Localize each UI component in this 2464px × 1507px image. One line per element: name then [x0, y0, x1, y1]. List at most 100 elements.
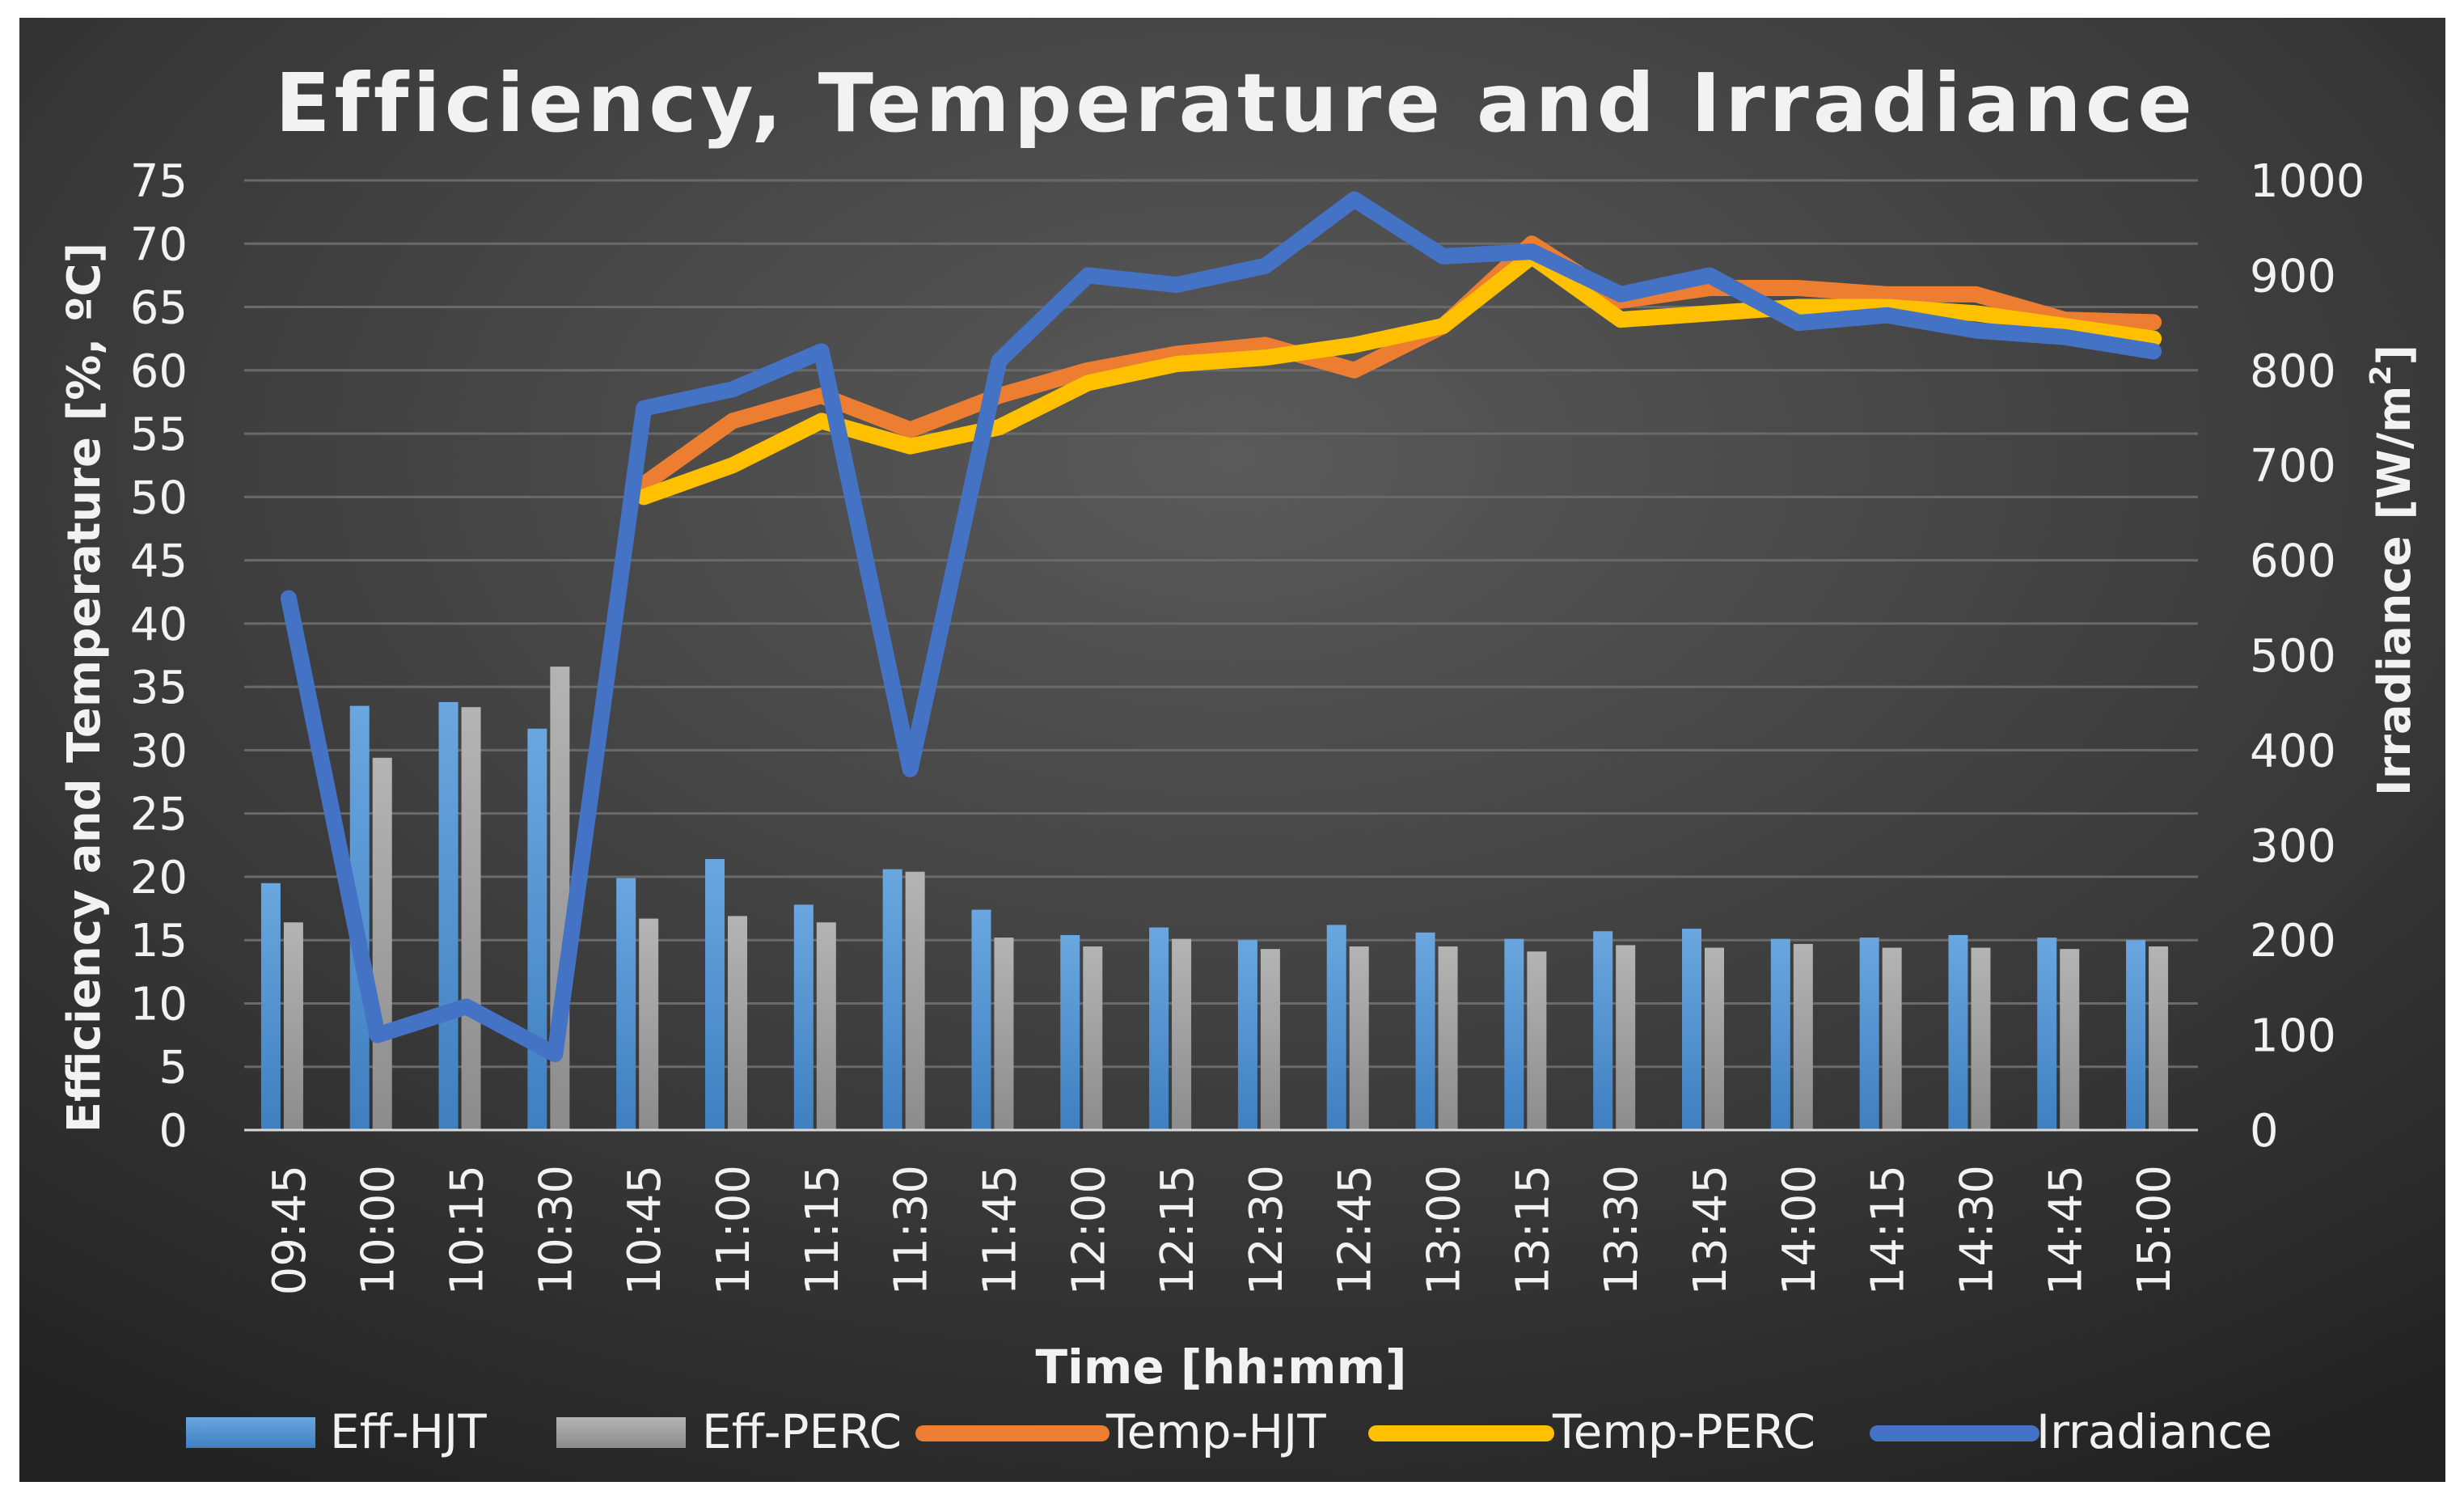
y-tick-label: 20: [130, 852, 188, 904]
x-tick-label: 10:00: [353, 1165, 405, 1295]
bar-group: [260, 667, 2169, 1130]
bar-eff-hjt: [616, 878, 636, 1130]
bar-eff-hjt: [1948, 934, 1968, 1130]
y-tick-label: 15: [130, 915, 188, 967]
bar-eff-hjt: [260, 883, 281, 1130]
x-tick-label: 14:30: [1950, 1165, 2003, 1295]
legend-label-irradiance: Irradiance: [2036, 1404, 2272, 1459]
bar-eff-hjt: [1770, 938, 1790, 1130]
y2-tick-label: 100: [2250, 1010, 2336, 1063]
chart-title: Efficiency, Temperature and Irradiance: [275, 56, 2196, 150]
line-irradiance: [280, 191, 2162, 1063]
x-tick-label: 11:30: [885, 1165, 938, 1295]
x-tick-label: 13:00: [1418, 1165, 1471, 1295]
y-tick-label: 70: [130, 218, 188, 271]
y-axis-right-title-end: ]: [2369, 345, 2421, 366]
y-axis-left-title: Efficiency and Temperature [%, ºC]: [58, 243, 111, 1132]
bar-eff-perc: [372, 757, 392, 1130]
bar-eff-perc: [1527, 951, 1547, 1130]
y-tick-label: 65: [130, 282, 188, 335]
x-tick-label: 11:00: [708, 1165, 760, 1295]
bar-eff-hjt: [971, 909, 991, 1130]
x-tick-label: 11:45: [974, 1165, 1026, 1295]
x-tick-label: 13:15: [1507, 1165, 1559, 1295]
y-tick-label: 60: [130, 345, 188, 398]
x-tick-label: 11:15: [797, 1165, 849, 1295]
y2-tick-label: 500: [2250, 630, 2336, 683]
legend-label-temp-perc: Temp-PERC: [1552, 1404, 1815, 1459]
y-axis-right-title-sup: 2: [2365, 365, 2398, 385]
x-tick-label: 12:15: [1152, 1165, 1204, 1295]
bar-eff-hjt: [1326, 925, 1346, 1130]
bar-eff-perc: [1882, 947, 1902, 1130]
bar-eff-perc: [1438, 946, 1458, 1130]
bar-eff-perc: [1971, 947, 1991, 1130]
y-axis-right-title-main: Irradiance [W/m: [2369, 386, 2421, 797]
y2-tick-label: 600: [2250, 535, 2336, 588]
y-tick-label: 5: [158, 1042, 188, 1094]
bar-eff-hjt: [1237, 940, 1257, 1130]
y2-tick-label: 200: [2250, 915, 2336, 967]
y-axis-left-ticks: 0 5 10 15 20 25 30 35 40 45 50 55 60 65 70 75: [130, 155, 188, 1158]
y-tick-label: 75: [130, 155, 188, 208]
bar-eff-hjt: [1682, 929, 1701, 1130]
bar-eff-perc: [1616, 945, 1636, 1130]
x-tick-label: 14:45: [2039, 1165, 2092, 1295]
x-tick-label: 10:15: [442, 1165, 494, 1295]
y2-tick-label: 700: [2250, 440, 2336, 493]
y-tick-label: 0: [158, 1105, 188, 1158]
y2-tick-label: 1000: [2250, 155, 2365, 208]
bar-eff-hjt: [1415, 932, 1435, 1130]
bar-eff-hjt: [1504, 938, 1524, 1130]
y-tick-label: 50: [130, 472, 188, 524]
bar-eff-perc: [1083, 946, 1103, 1130]
legend-swatch-eff-perc: [556, 1417, 686, 1448]
y2-tick-label: 0: [2250, 1105, 2279, 1158]
legend: Eff-HJT Eff-PERC Temp-HJT Temp-PERC Irra…: [186, 1404, 2272, 1459]
bar-eff-perc: [1705, 947, 1724, 1130]
bar-eff-hjt: [793, 904, 814, 1130]
bar-eff-perc: [639, 918, 659, 1130]
x-tick-label: 12:00: [1063, 1165, 1115, 1295]
x-tick-label: 09:45: [264, 1165, 316, 1295]
bar-eff-hjt: [2126, 940, 2146, 1130]
y-tick-label: 30: [130, 725, 188, 777]
bar-eff-perc: [728, 916, 747, 1130]
x-tick-label: 13:30: [1595, 1165, 1648, 1295]
legend-label-temp-hjt: Temp-HJT: [1105, 1404, 1326, 1459]
bar-eff-hjt: [438, 701, 459, 1130]
bar-eff-perc: [2060, 949, 2080, 1130]
bar-eff-perc: [1349, 946, 1369, 1130]
y2-tick-label: 800: [2250, 345, 2336, 398]
legend-swatch-eff-hjt: [186, 1417, 315, 1448]
x-tick-label: 14:15: [1862, 1165, 1915, 1295]
y2-tick-label: 300: [2250, 820, 2336, 873]
bar-eff-hjt: [1859, 938, 1879, 1130]
y-tick-label: 40: [130, 599, 188, 651]
legend-label-eff-hjt: Eff-HJT: [330, 1404, 487, 1459]
y-tick-label: 45: [130, 535, 188, 588]
bar-eff-perc: [1260, 949, 1280, 1130]
bar-eff-perc: [1172, 938, 1192, 1130]
x-tick-label: 12:45: [1329, 1165, 1382, 1295]
x-axis-title: Time [hh:mm]: [1035, 1340, 1406, 1395]
x-tick-label: 15:00: [2128, 1165, 2181, 1295]
bar-eff-perc: [1793, 943, 1813, 1130]
x-tick-label: 10:45: [619, 1165, 671, 1295]
y-tick-label: 35: [130, 662, 188, 714]
x-axis-ticks: 09:45 10:00 10:15 10:30 10:45 11:00 11:15 11:30…: [264, 1165, 2181, 1295]
bar-eff-perc: [283, 922, 303, 1130]
y-tick-label: 10: [130, 978, 188, 1031]
x-tick-label: 12:30: [1240, 1165, 1293, 1295]
y2-tick-label: 900: [2250, 250, 2336, 303]
bar-eff-hjt: [1149, 927, 1169, 1130]
gridlines: [244, 179, 2198, 1069]
y2-tick-label: 400: [2250, 725, 2336, 777]
x-tick-label: 10:30: [530, 1165, 582, 1295]
bar-eff-hjt: [2037, 938, 2057, 1130]
legend-label-eff-perc: Eff-PERC: [702, 1404, 902, 1459]
bar-eff-perc: [994, 938, 1014, 1130]
y-tick-label: 55: [130, 408, 188, 461]
